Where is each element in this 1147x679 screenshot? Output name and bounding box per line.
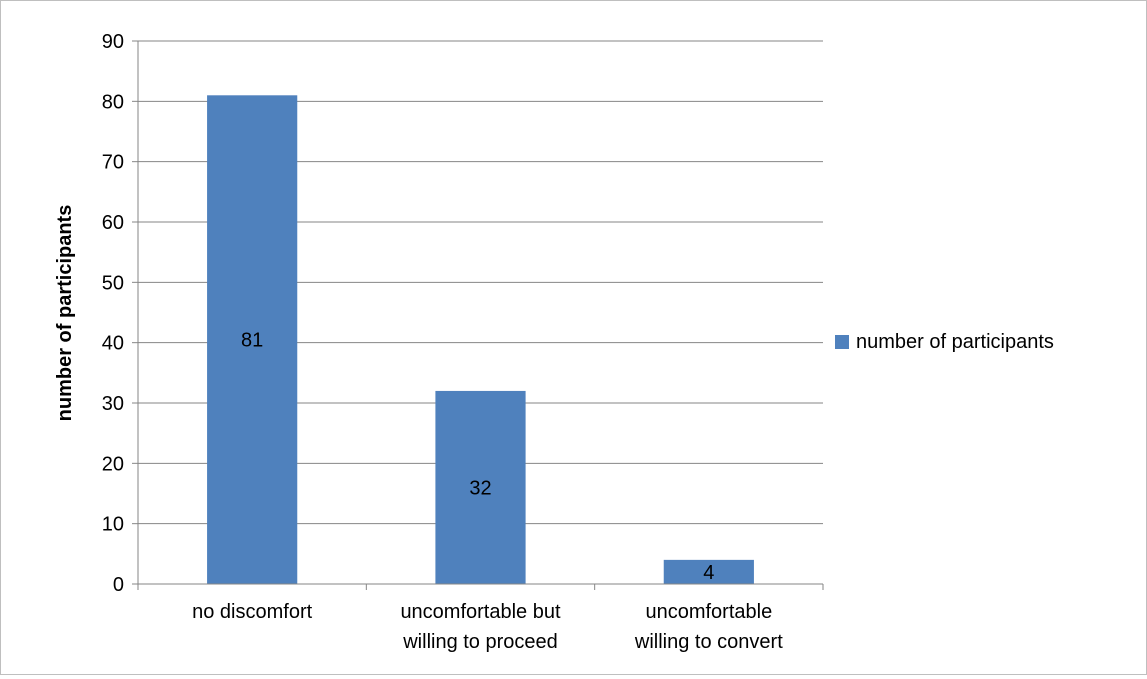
bar [435, 390, 526, 584]
bars [207, 95, 754, 585]
data-label: 81 [241, 330, 263, 352]
bar [207, 95, 298, 585]
y-tick-label: 0 [113, 574, 124, 596]
y-tick-label: 90 [102, 31, 124, 53]
x-tick-label: no discomfort [192, 601, 312, 623]
y-axis-title: number of participants [54, 205, 76, 422]
y-tick-label: 80 [102, 91, 124, 113]
legend: number of participants [835, 331, 1054, 353]
legend-swatch [835, 335, 849, 349]
y-tick-label: 70 [102, 152, 124, 174]
data-label: 4 [703, 562, 714, 584]
y-tick-label: 40 [102, 333, 124, 355]
y-tick-label: 10 [102, 514, 124, 536]
data-label: 32 [469, 477, 491, 499]
bar [663, 559, 754, 584]
y-tick-label: 30 [102, 393, 124, 415]
y-tick-label: 20 [102, 453, 124, 475]
legend-label: number of participants [856, 331, 1054, 353]
y-tick-label: 50 [102, 272, 124, 294]
x-tick-label: uncomfortable but willing to proceed [400, 601, 561, 653]
y-tick-label: 60 [102, 212, 124, 234]
x-tick-label: uncomfortable willing to convert [634, 601, 783, 653]
data-labels: 81 32 4 [241, 330, 714, 584]
axes: 0 10 20 30 40 50 60 70 80 90 no discomfort uncomfor… [102, 31, 824, 653]
